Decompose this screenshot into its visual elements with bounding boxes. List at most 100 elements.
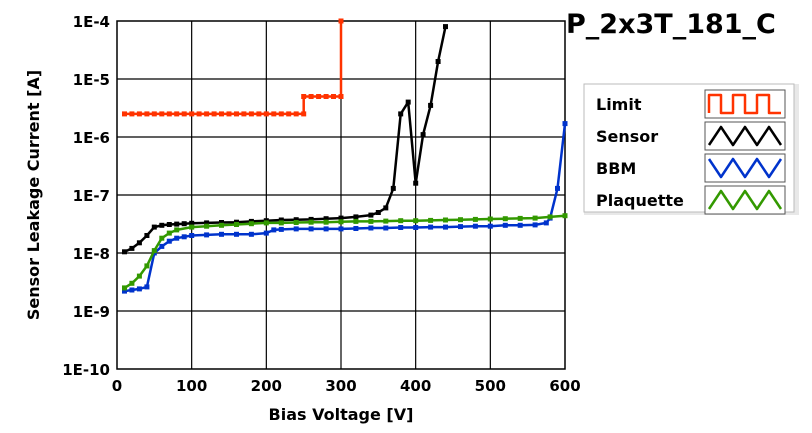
data-point — [271, 111, 277, 117]
legend-swatch-line — [707, 189, 783, 211]
data-point — [293, 220, 299, 225]
data-point — [256, 111, 262, 117]
data-point — [136, 286, 142, 292]
x-tick-label: 0 — [112, 377, 122, 395]
data-point — [166, 111, 172, 117]
legend-item-plaquette: Plaquette — [596, 185, 786, 215]
data-point — [517, 222, 523, 228]
data-point — [159, 222, 165, 228]
data-point — [368, 225, 374, 231]
series-sensor — [122, 24, 448, 255]
data-point — [189, 220, 195, 226]
data-point — [390, 185, 396, 191]
data-point — [196, 111, 202, 117]
data-point — [368, 218, 374, 224]
data-point — [301, 111, 307, 117]
data-point — [398, 218, 404, 224]
data-point — [122, 111, 127, 117]
data-point — [353, 226, 359, 231]
data-point — [323, 94, 329, 99]
data-point — [151, 111, 157, 117]
data-point — [428, 217, 434, 223]
data-point — [122, 285, 127, 291]
data-point — [122, 249, 127, 255]
data-point — [248, 231, 254, 237]
data-point — [413, 218, 419, 224]
data-point — [144, 233, 150, 238]
y-tick-label: 1E-8 — [73, 245, 110, 263]
legend-swatch-line — [707, 125, 783, 147]
data-point — [166, 222, 172, 227]
data-point — [181, 111, 187, 117]
data-point — [338, 215, 344, 221]
data-point — [405, 99, 411, 105]
legend-item-limit: Limit — [596, 89, 786, 119]
x-tick-label: 300 — [325, 377, 356, 395]
y-tick-label: 1E-6 — [73, 129, 110, 147]
data-point — [166, 238, 172, 244]
data-point — [234, 111, 239, 117]
data-point — [443, 224, 448, 230]
data-point — [174, 221, 180, 227]
data-point — [487, 223, 493, 229]
data-point — [338, 219, 344, 225]
data-point — [353, 218, 359, 224]
data-point — [562, 121, 568, 127]
data-point — [159, 235, 165, 241]
data-point — [159, 111, 165, 117]
data-point — [316, 94, 322, 99]
data-point — [129, 111, 135, 117]
x-tick-label: 100 — [176, 377, 207, 395]
data-point — [532, 222, 538, 228]
data-point — [353, 214, 359, 220]
data-point — [204, 111, 210, 117]
data-point — [502, 222, 508, 228]
data-point — [368, 212, 374, 218]
x-tick-label: 400 — [400, 377, 431, 395]
legend-swatch-line — [707, 157, 783, 179]
data-point — [308, 226, 314, 232]
legend-label: Sensor — [596, 127, 658, 146]
y-tick-label: 1E-9 — [73, 303, 110, 321]
series-plaquette — [122, 213, 568, 291]
data-point — [323, 216, 329, 222]
data-point — [144, 263, 150, 269]
data-point — [458, 224, 463, 230]
data-point — [323, 226, 329, 232]
y-tick-label: 1E-7 — [73, 187, 110, 205]
data-point — [226, 111, 232, 117]
y-axis-title: Sensor Leakage Current [A] — [24, 70, 43, 320]
data-point — [301, 94, 307, 99]
legend-swatch-line — [707, 93, 781, 115]
y-tick-label: 1E-5 — [73, 71, 110, 89]
data-point — [472, 223, 478, 229]
data-point — [517, 215, 523, 221]
data-point — [383, 218, 389, 224]
data-point — [338, 18, 344, 24]
data-point — [420, 132, 426, 138]
legend-item-bbm: BBM — [596, 153, 786, 183]
data-point — [241, 111, 247, 117]
data-point — [555, 185, 560, 191]
data-point — [308, 94, 314, 99]
data-point — [151, 248, 157, 254]
x-tick-label: 200 — [251, 377, 282, 395]
x-tick-label: 600 — [549, 377, 580, 395]
x-tick-label: 500 — [475, 377, 506, 395]
data-point — [263, 230, 269, 236]
data-point — [278, 226, 284, 232]
tick-labels: 0 100 200 300 400 500 600 1E-10 1E-9 1E-8 1E-7 1E-6… — [62, 13, 580, 395]
data-point — [174, 111, 180, 117]
data-point — [338, 226, 344, 232]
data-point — [472, 216, 478, 222]
data-point — [278, 111, 284, 117]
data-point — [189, 224, 195, 230]
data-point — [398, 111, 404, 117]
y-tick-label: 1E-10 — [62, 361, 110, 379]
data-point — [248, 111, 254, 117]
legend-label: Limit — [596, 95, 642, 114]
data-point — [562, 213, 568, 219]
data-point — [293, 111, 299, 117]
x-axis-title: Bias Voltage [V] — [269, 405, 414, 424]
